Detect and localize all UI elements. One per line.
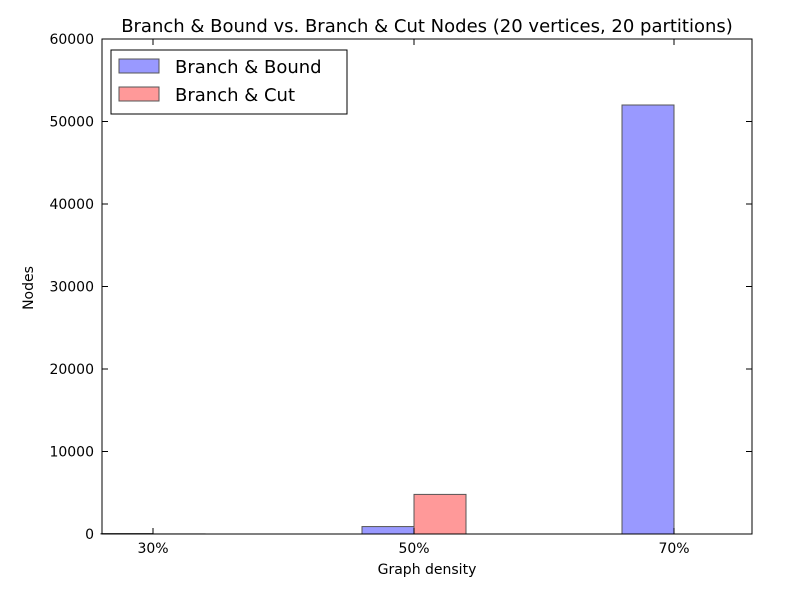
y-tick-label-5: 50000 [49,115,94,131]
x-tick-label-1: 50% [398,541,429,557]
x-tick-label-0: 30% [137,541,168,557]
legend-label-branch-and-cut: Branch & Cut [175,85,295,106]
bar-branch-and-bound-1 [361,526,415,535]
bar-branch-and-cut-1 [413,493,467,535]
bar-branch-and-bound-2 [621,104,675,535]
ticks-layer: 0 10000 20000 30000 40000 50000 60000 30% 50% 70% [49,32,752,557]
legend-swatch-branch-and-bound [118,58,160,74]
chart-title: Branch & Bound vs. Branch & Cut Nodes (2… [121,16,733,37]
plot-frame [101,38,753,535]
y-axis-label: Nodes [21,266,37,310]
y-tick-label-2: 20000 [49,362,94,378]
y-tick-label-3: 30000 [49,280,94,296]
y-tick-label-4: 40000 [49,197,94,213]
legend-label-branch-and-bound: Branch & Bound [175,57,322,78]
legend-swatch-branch-and-cut [118,86,160,102]
y-tick-label-1: 10000 [49,445,94,461]
bars-layer [100,104,675,535]
y-tick-label-0: 0 [85,527,94,543]
x-tick-label-2: 70% [658,541,689,557]
legend: Branch & Bound Branch & Cut [110,49,348,115]
x-axis-label: Graph density [378,562,477,578]
y-tick-label-6: 60000 [49,32,94,48]
